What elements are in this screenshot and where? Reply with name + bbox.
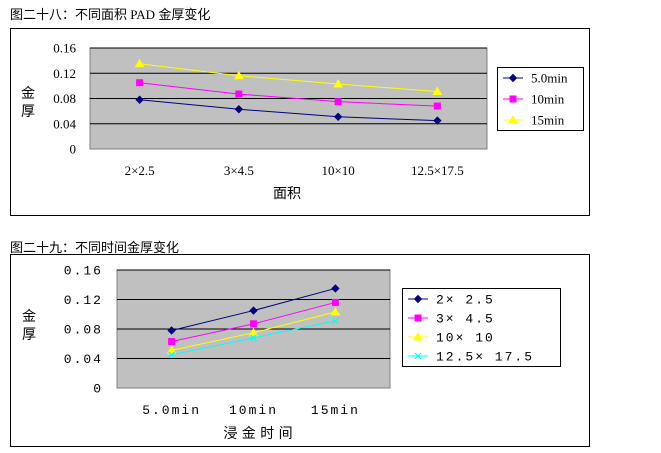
chart2-legend-label: 12.5× 17.5: [436, 350, 534, 365]
chart2-y-axis-label: 金厚: [22, 309, 36, 343]
chart1-x-tick-label: 3×4.5: [224, 163, 254, 178]
chart2-data-point: [331, 298, 339, 306]
chart2-legend-label: 2× 2.5: [436, 293, 495, 308]
chart2-x-tick-label: 15min: [311, 403, 360, 418]
chart2-y-tick-label: 0.12: [64, 293, 103, 308]
chart2-y-tick-label: 0: [93, 382, 103, 397]
chart2-y-tick-label: 0.04: [64, 352, 103, 367]
chart2-legend-marker: [413, 294, 423, 304]
chart1-data-point: [333, 78, 343, 88]
chart1-data-point: [135, 95, 144, 104]
chart2-legend-marker: [414, 314, 422, 322]
chart1-data-point: [136, 79, 144, 87]
chart1-x-tick-label: 12.5×17.5: [411, 163, 464, 178]
chart2-y-tick-label: 0.08: [64, 323, 103, 338]
chart1-y-axis-label: 金厚: [21, 86, 35, 120]
chart1-data-point: [333, 112, 343, 122]
chart2-caption: 图二十九：不同时间金厚变化: [10, 240, 180, 255]
chart1-legend-marker: [508, 73, 518, 83]
chart2-legend-marker: [413, 331, 423, 341]
chart2-y-tick-label: 0.16: [64, 264, 103, 279]
chart2-data-point: [249, 306, 258, 315]
chart2-data-point: [331, 317, 339, 325]
chart1-data-point: [134, 58, 145, 68]
chart2-data-point: [168, 338, 176, 346]
chart1-y-tick-label: 0.16: [53, 41, 76, 56]
chart1-y-tick-label: 0.12: [53, 66, 76, 81]
chart1-x-axis-label: 面积: [273, 186, 301, 202]
chart1-data-point: [433, 116, 442, 125]
chart1-data-point: [334, 98, 342, 106]
chart1-series-line: [139, 82, 438, 107]
chart1-data-point: [433, 102, 441, 110]
chart1-data-point: [234, 105, 244, 114]
chart2-legend-label: 3× 4.5: [436, 312, 495, 327]
chart1-y-tick-label: 0.04: [53, 116, 76, 131]
chart1-data-point: [432, 86, 443, 96]
chart1-legend-label: 5.0min: [531, 71, 568, 86]
chart2-x-axis-label: 浸 金 时 间: [223, 426, 292, 442]
chart2-data-point: [250, 334, 257, 342]
chart2-data-point: [167, 326, 176, 335]
chart2-data-point: [330, 307, 341, 316]
chart1-series-line: [139, 99, 438, 122]
chart1-series-line: [139, 63, 438, 93]
chart2-data-point: [168, 351, 176, 359]
chart2-legend-marker: [414, 352, 422, 360]
chart1-y-tick-label: 0: [70, 142, 77, 157]
chart1-data-point: [235, 90, 243, 98]
chart2-x-tick-label: 10min: [229, 403, 278, 418]
chart1-x-tick-label: 2×2.5: [125, 163, 155, 178]
chart2-data-point: [166, 345, 177, 354]
chart1-legend-label: 10min: [531, 92, 565, 107]
chart1-data-point: [234, 70, 244, 80]
chart2-legend-label: 10× 10: [436, 331, 495, 346]
chart2-data-point: [248, 327, 259, 337]
chart1-y-tick-label: 0.08: [53, 91, 76, 106]
chart2-data-point: [331, 284, 340, 293]
chart2-legend: [402, 288, 561, 367]
chart1-legend-marker: [509, 95, 517, 103]
chart2-data-point: [250, 320, 257, 328]
chart2-x-tick-label: 5.0min: [142, 403, 201, 418]
chart1-legend-label: 15min: [531, 113, 565, 128]
chart1-x-tick-label: 10×10: [321, 163, 354, 178]
chart1-legend-marker: [508, 114, 518, 124]
chart1-caption: 图二十八：不同面积 PAD 金厚变化: [10, 7, 211, 22]
